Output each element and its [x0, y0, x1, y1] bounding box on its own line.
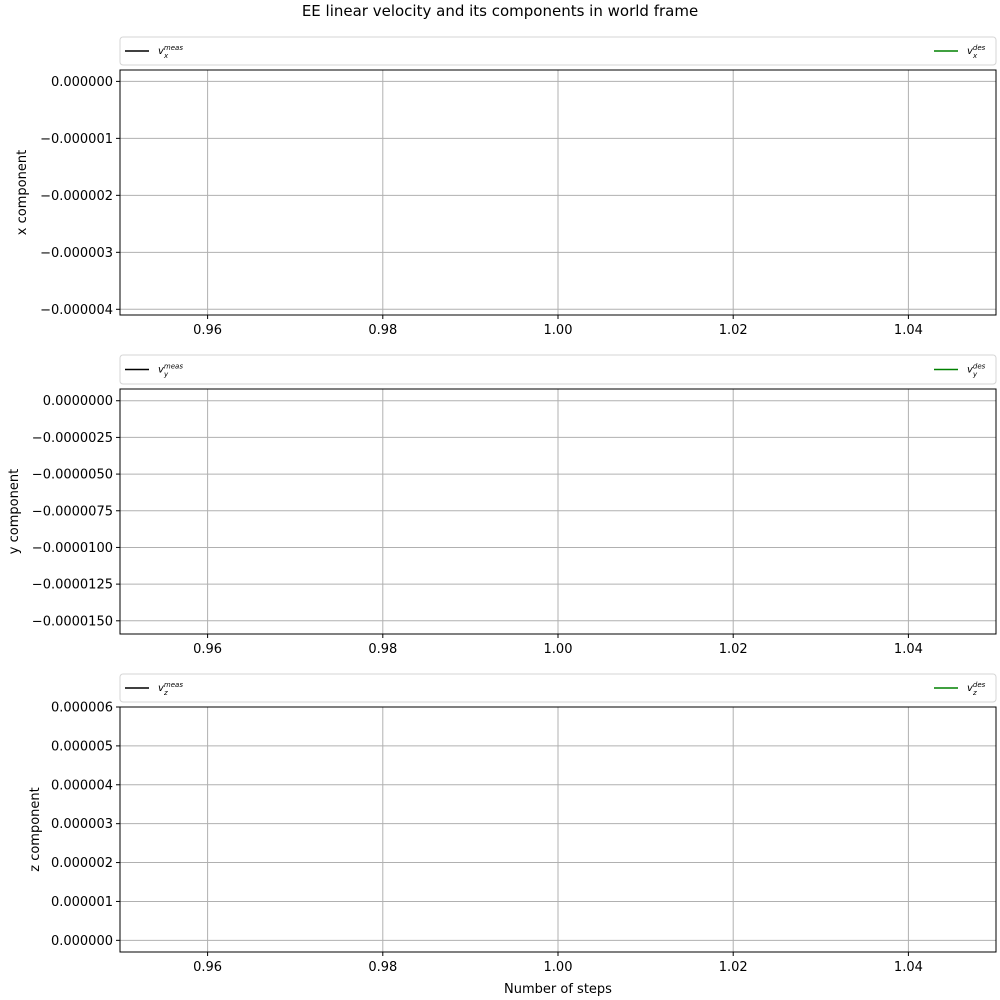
- x-tick-label: 0.96: [193, 323, 222, 338]
- subplot-panels: vmeas x vdes x0.96 0.98 1.00 1.02 1.040.000000−…: [7, 36, 997, 975]
- y-tick-label: −0.0000125: [32, 578, 113, 593]
- subplot-3: vmeas z vdes z0.96 0.98 1.00 1.02 1.040.0000060…: [28, 673, 997, 975]
- y-tick-label: 0.000003: [51, 817, 113, 832]
- subplot-1: vmeas x vdes x0.96 0.98 1.00 1.02 1.040.000000−…: [15, 36, 997, 338]
- x-axis-label: Number of steps: [504, 982, 612, 997]
- x-tick-label: 1.00: [544, 960, 573, 975]
- legend-box: [119, 36, 997, 66]
- x-tick-label: 0.98: [368, 960, 397, 975]
- legend-box: [119, 673, 997, 703]
- y-tick-label: 0.000002: [51, 856, 113, 871]
- y-tick-label: 0.000006: [51, 701, 113, 716]
- y-tick-label: 0.000000: [51, 75, 113, 90]
- x-tick-label: 1.02: [719, 960, 748, 975]
- y-tick-label: −0.0000050: [32, 468, 113, 483]
- y-tick-label: −0.0000100: [32, 541, 113, 556]
- y-tick-label: −0.000003: [40, 246, 113, 261]
- y-tick-label: −0.0000150: [32, 614, 113, 629]
- x-tick-label: 1.00: [544, 642, 573, 657]
- x-tick-label: 0.98: [368, 323, 397, 338]
- subplot-2: vmeas y vdes y0.96 0.98 1.00 1.02 1.040.0000000…: [7, 354, 997, 657]
- x-tick-label: 0.98: [368, 642, 397, 657]
- y-tick-label: −0.000001: [40, 132, 113, 147]
- legend-box: [119, 354, 997, 385]
- y-tick-label: −0.000002: [40, 189, 113, 204]
- y-axis-label: y component: [7, 469, 22, 554]
- y-tick-label: −0.000004: [40, 303, 113, 318]
- x-tick-label: 1.02: [719, 323, 748, 338]
- y-axis-label: z component: [28, 787, 43, 872]
- x-tick-label: 1.02: [719, 642, 748, 657]
- y-tick-label: 0.000000: [51, 934, 113, 949]
- y-tick-label: 0.000001: [51, 895, 113, 910]
- x-tick-label: 1.00: [544, 323, 573, 338]
- y-tick-label: −0.0000075: [32, 504, 113, 519]
- x-tick-label: 1.04: [894, 960, 923, 975]
- y-tick-label: 0.0000000: [43, 394, 113, 409]
- x-tick-label: 1.04: [894, 642, 923, 657]
- figure-title: EE linear velocity and its components in…: [302, 2, 698, 20]
- y-tick-label: 0.000004: [51, 778, 113, 793]
- x-tick-label: 1.04: [894, 323, 923, 338]
- y-tick-label: 0.000005: [51, 739, 113, 754]
- x-tick-label: 0.96: [193, 960, 222, 975]
- y-tick-label: −0.0000025: [32, 431, 113, 446]
- y-axis-label: x component: [15, 150, 30, 235]
- x-tick-label: 0.96: [193, 642, 222, 657]
